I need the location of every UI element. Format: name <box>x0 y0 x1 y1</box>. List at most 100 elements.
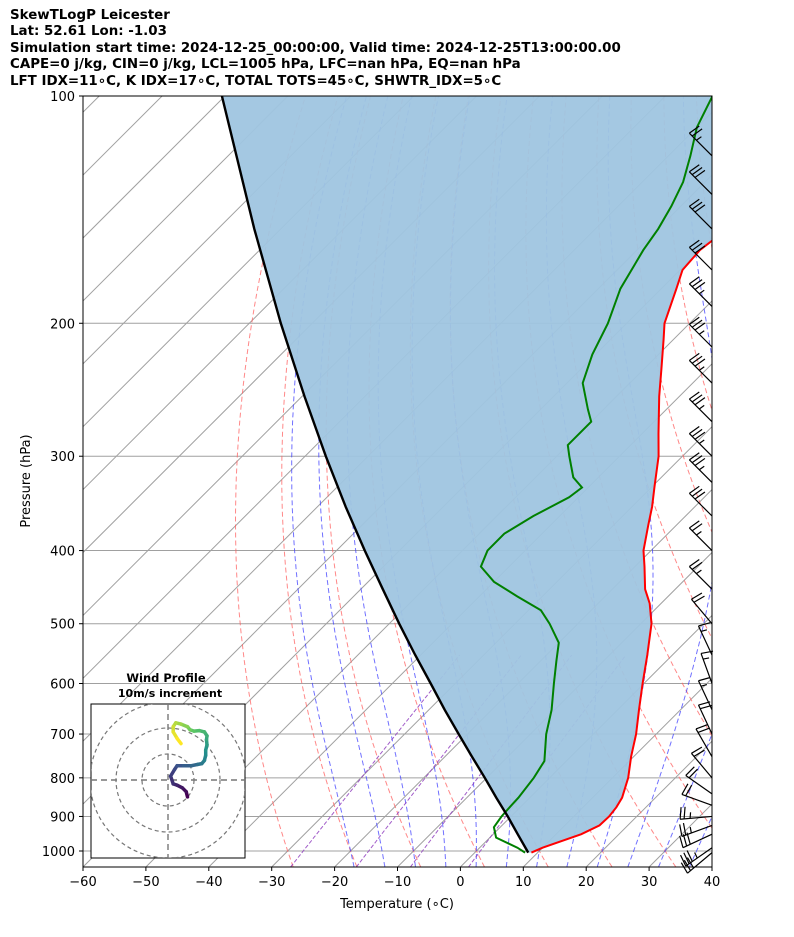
barb-flag <box>697 727 710 733</box>
barb-staff <box>685 847 713 867</box>
parcel-line <box>220 96 530 854</box>
x-axis-ticks: −60 −50 −40 −30 −20 −10 0 10 20 30 40 <box>69 867 720 890</box>
barb-staff <box>688 171 713 195</box>
x-tick-label: −60 <box>69 875 96 890</box>
barb-flag <box>691 319 703 328</box>
dry-adiabat-line <box>729 96 794 867</box>
barb-flag <box>689 485 700 494</box>
dry-adiabat-line <box>663 96 712 412</box>
barb-flag <box>698 622 711 627</box>
barb-staff <box>681 793 713 806</box>
barb-flag <box>689 239 700 248</box>
mixing-ratio-line <box>290 654 461 867</box>
barb-flag <box>694 169 706 178</box>
chart-title: SkewTLogP Leicester <box>10 8 170 23</box>
y-tick-label: 300 <box>50 450 75 465</box>
y-axis-ticks: 1000 900 800 700 600 500 400 300 200 100 <box>42 90 83 860</box>
y-tick-label: 600 <box>50 678 75 693</box>
time-line: Simulation start time: 2024-12-25_00:00:… <box>10 40 621 56</box>
x-tick-label: 10 <box>515 875 532 890</box>
moist-adiabat-line <box>720 96 794 867</box>
wind-barb <box>695 724 713 757</box>
barb-flag <box>688 768 699 779</box>
wind-barb <box>679 822 713 837</box>
wind-barb <box>688 391 713 423</box>
barb-flag <box>689 276 700 285</box>
indices-line-1: CAPE=0 j/kg, CIN=0 j/kg, LCL=1005 hPa, L… <box>10 57 521 73</box>
x-tick-label: −30 <box>258 875 285 890</box>
barb-staff <box>688 132 713 157</box>
isotherm-line <box>83 96 100 113</box>
barb-flag <box>691 592 703 600</box>
wind-barb <box>697 622 713 656</box>
barb-staff <box>687 852 713 874</box>
wind-barb <box>688 452 713 483</box>
barb-flag <box>691 561 703 570</box>
x-tick-label: −10 <box>384 875 411 890</box>
wind-barb <box>690 592 713 625</box>
barb-flag <box>694 204 706 213</box>
barb-flag <box>694 491 706 500</box>
barb-flag <box>685 784 693 797</box>
barb-flag <box>682 822 687 836</box>
barb-flag <box>689 391 700 400</box>
y-tick-label: 400 <box>50 545 75 560</box>
barb-half-flag <box>696 569 702 575</box>
barb-flag <box>689 352 700 361</box>
x-axis-label: Temperature (∘C) <box>339 897 454 912</box>
barb-staff <box>688 433 713 457</box>
barb-staff <box>688 527 713 551</box>
x-tick-label: −50 <box>132 875 159 890</box>
barb-flag <box>689 198 700 207</box>
y-tick-label: 200 <box>50 317 75 332</box>
barb-flag <box>680 854 687 867</box>
barb-flag <box>689 316 700 325</box>
barb-staff <box>688 205 713 230</box>
barb-flag <box>681 783 689 795</box>
barb-flag <box>691 167 703 176</box>
isotherm-line <box>83 96 289 302</box>
wind-barb <box>681 783 713 806</box>
barb-flag <box>679 807 682 820</box>
hodograph-inset: Wind Profile 10m/s increment <box>90 671 246 859</box>
mixing-ratio-line <box>409 654 573 867</box>
wind-barb <box>688 316 713 348</box>
barb-flag <box>691 455 703 464</box>
barb-flag <box>689 426 700 435</box>
barb-staff <box>695 728 713 757</box>
barb-flag <box>691 128 703 137</box>
barb-flag <box>689 125 700 134</box>
barb-flag <box>691 279 703 288</box>
wind-barb <box>688 164 713 195</box>
x-tick-label: 20 <box>578 875 595 890</box>
x-tick-label: 30 <box>641 875 658 890</box>
indices-line-2: LFT IDX=11∘C, K IDX=17∘C, TOTAL TOTS=45∘… <box>10 73 502 89</box>
barb-flag <box>694 322 706 331</box>
dry-adiabat-line <box>235 96 306 867</box>
barb-staff <box>688 398 713 423</box>
barb-half-flag <box>698 330 705 335</box>
barb-flag <box>679 824 683 837</box>
wind-barb <box>680 847 713 867</box>
barb-flag <box>694 457 706 466</box>
barb-flag <box>694 281 706 290</box>
barb-flag <box>691 746 703 754</box>
barb-staff <box>688 283 713 307</box>
barb-flag <box>698 676 711 682</box>
barb-staff <box>685 774 713 795</box>
wind-barb <box>688 125 713 157</box>
hodograph-title: Wind Profile <box>126 671 206 685</box>
barb-staff <box>688 360 713 384</box>
barb-flag <box>691 428 703 437</box>
wind-barb <box>688 352 713 384</box>
hodograph-segment <box>175 736 183 746</box>
barb-staff <box>690 752 713 779</box>
x-tick-label: 40 <box>704 875 721 890</box>
barb-staff <box>688 459 713 483</box>
wind-barb <box>688 276 713 307</box>
y-tick-label: 900 <box>50 810 75 825</box>
dewpoint-line <box>479 96 712 854</box>
dry-adiabat-line <box>281 96 358 867</box>
dry-adiabat-line <box>762 96 794 867</box>
